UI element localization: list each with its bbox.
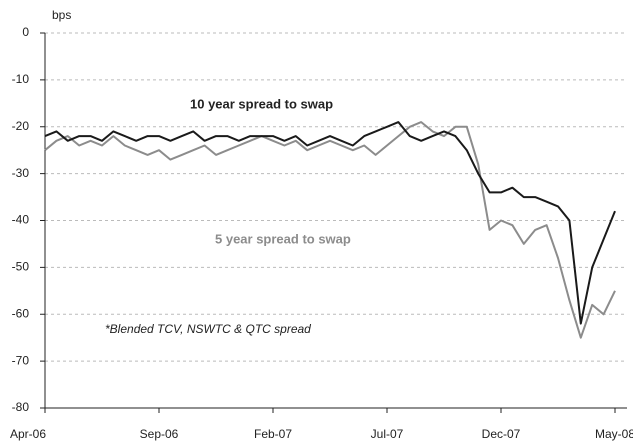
y-tick-label: -20	[12, 119, 30, 133]
x-tick-label: Feb-07	[254, 427, 292, 441]
series-line	[44, 121, 616, 339]
annotation: 5 year spread to swap	[215, 231, 351, 246]
annotation: 10 year spread to swap	[190, 96, 333, 111]
x-tick-label: Sep-06	[140, 427, 179, 441]
x-tick-label: Jul-07	[371, 427, 404, 441]
annotation: *Blended TCV, NSWTC & QTC spread	[105, 322, 311, 336]
y-tick-label: -60	[12, 306, 30, 320]
y-tick-label: -80	[12, 400, 30, 414]
y-tick-label: -50	[12, 260, 30, 274]
x-tick-label: Dec-07	[482, 427, 521, 441]
y-tick-label: -30	[12, 166, 30, 180]
x-tick-label: Apr-06	[10, 427, 46, 441]
series-line	[44, 121, 616, 325]
x-tick-label: May-08	[595, 427, 633, 441]
y-tick-label: 0	[22, 25, 29, 39]
y-tick-label: -40	[12, 213, 30, 227]
y-tick-label: -10	[12, 72, 30, 86]
y-tick-label: -70	[12, 353, 30, 367]
y-axis-label: bps	[52, 8, 71, 22]
